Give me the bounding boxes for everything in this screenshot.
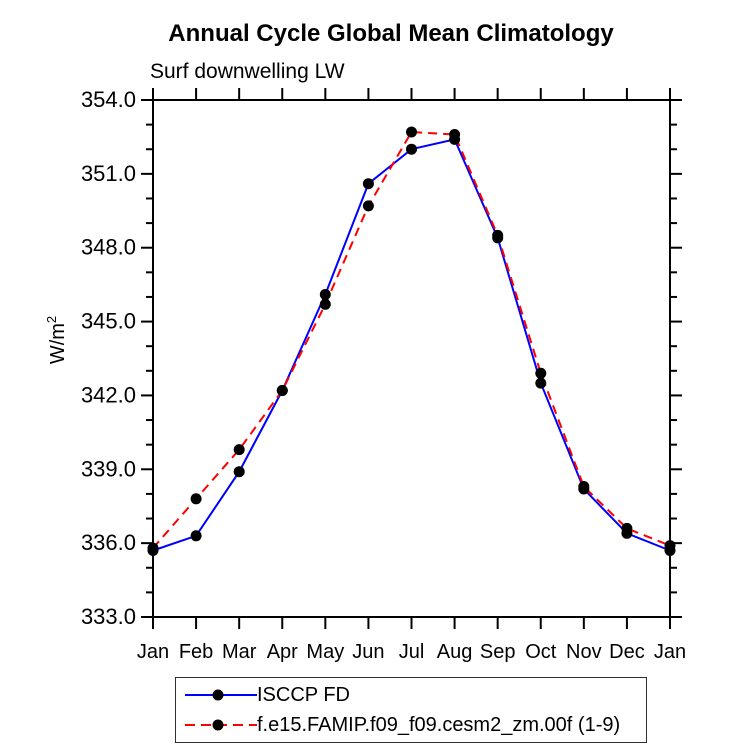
x-tick-label: Jan: [654, 641, 686, 663]
data-point-marker: [664, 540, 676, 552]
legend-marker: [212, 689, 224, 701]
x-tick-label: Dec: [609, 641, 645, 663]
data-point-marker: [621, 522, 633, 534]
x-tick-label: May: [306, 641, 344, 663]
y-axis-title: W/m2: [44, 316, 69, 364]
data-point-marker: [147, 542, 159, 554]
x-tick-label: Oct: [525, 641, 557, 663]
data-point-marker: [319, 298, 331, 310]
x-tick-label: Jul: [399, 641, 425, 663]
plot-svg: Jan Feb Mar Apr May Jun Jul Aug Sep Oct Nov Dec Jan3…: [44, 87, 686, 663]
x-tick-label: Nov: [566, 641, 602, 663]
legend-marker: [212, 719, 224, 731]
y-tick-label: 339.0: [81, 456, 136, 481]
y-tick-label: 342.0: [81, 382, 136, 407]
data-point-marker: [233, 466, 245, 478]
legend-sample: [185, 689, 257, 701]
data-point-marker: [535, 367, 547, 379]
data-point-marker: [362, 178, 374, 190]
legend: ISCCP FD f.e15.FAMIP.f09_f09.cesm2_zm.00f…: [175, 677, 647, 743]
plot-border: [152, 99, 671, 618]
y-tick-label: 336.0: [81, 530, 136, 555]
y-tick-label: 333.0: [81, 604, 136, 629]
legend-row: f.e15.FAMIP.f09_f09.cesm2_zm.00f (1-9): [185, 710, 646, 740]
legend-label: ISCCP FD: [257, 683, 350, 706]
data-point-marker: [578, 481, 590, 492]
x-tick-label: Mar: [222, 641, 257, 663]
y-tick-label: 354.0: [81, 87, 136, 112]
series-line-0: [152, 138, 671, 552]
data-point-marker: [492, 229, 504, 241]
data-point-marker: [276, 385, 288, 396]
legend-row: ISCCP FD: [185, 680, 646, 710]
x-tick-label: Jun: [352, 641, 384, 663]
chart-subtitle: Surf downwelling LW: [150, 60, 345, 83]
legend-label: f.e15.FAMIP.f09_f09.cesm2_zm.00f (1-9): [257, 713, 621, 736]
data-point-marker: [233, 444, 245, 456]
data-point-marker: [406, 143, 417, 155]
x-tick-label: Apr: [267, 641, 298, 663]
data-point-marker: [190, 530, 202, 542]
y-tick-label: 348.0: [81, 235, 136, 260]
data-point-marker: [319, 289, 331, 300]
data-point-marker: [362, 200, 374, 212]
x-tick-label: Sep: [480, 641, 516, 663]
y-tick-label: 351.0: [81, 161, 136, 186]
x-tick-label: Jan: [137, 641, 169, 663]
data-point-marker: [449, 129, 461, 140]
data-point-marker: [406, 126, 417, 138]
x-tick-label: Aug: [437, 641, 473, 663]
chart-title: Annual Cycle Global Mean Climatology: [168, 20, 614, 47]
legend-sample: [185, 719, 257, 731]
x-tick-label: Feb: [179, 641, 213, 663]
data-point-marker: [535, 377, 547, 389]
y-tick-label: 345.0: [81, 309, 136, 334]
data-point-marker: [190, 493, 202, 505]
